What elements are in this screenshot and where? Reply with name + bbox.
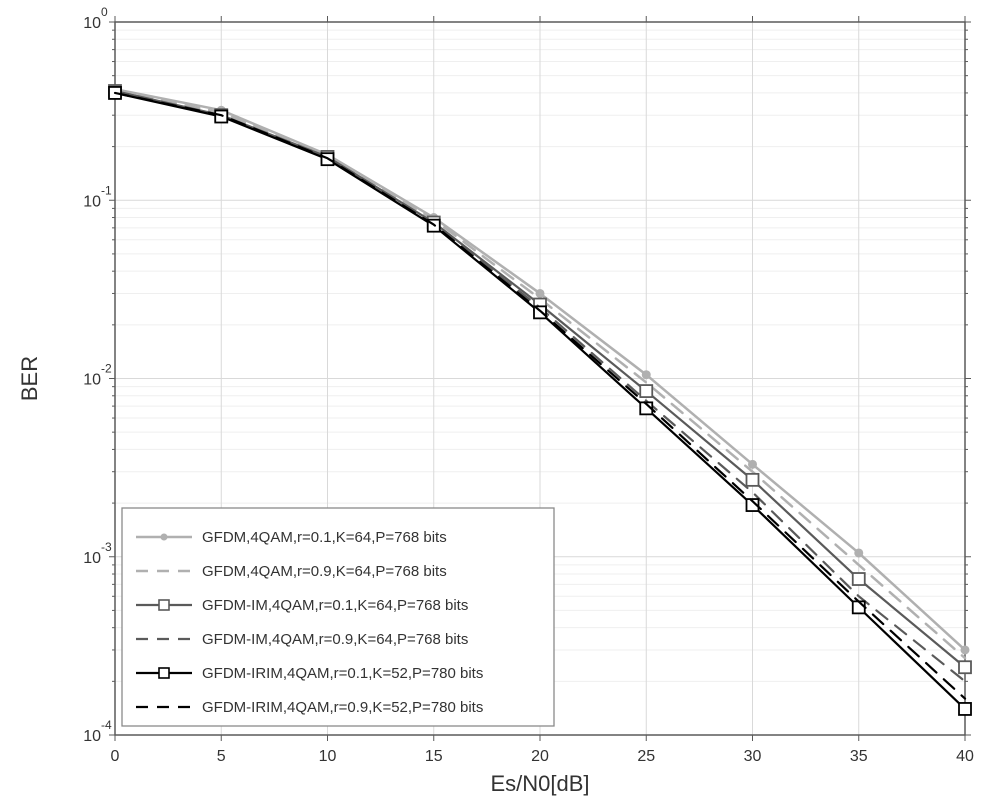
series-marker — [642, 371, 650, 379]
legend-label: GFDM-IRIM,4QAM,r=0.9,K=52,P=780 bits — [202, 699, 483, 716]
chart-svg: 10-410-310-210-11000510152025303540Es/N0… — [0, 0, 1000, 803]
y-tick-label: 10 — [83, 372, 101, 389]
x-tick-label: 20 — [531, 748, 549, 765]
y-tick-exp: 0 — [101, 5, 108, 19]
x-tick-label: 0 — [111, 748, 120, 765]
ber-chart: 10-410-310-210-11000510152025303540Es/N0… — [0, 0, 1000, 803]
y-tick-label: 10 — [83, 15, 101, 32]
series-marker — [961, 646, 969, 654]
x-tick-label: 25 — [637, 748, 655, 765]
x-tick-label: 10 — [319, 748, 337, 765]
legend-label: GFDM,4QAM,r=0.1,K=64,P=768 bits — [202, 529, 447, 546]
x-tick-label: 40 — [956, 748, 974, 765]
series-marker — [853, 601, 865, 613]
y-tick-label: 10 — [83, 550, 101, 567]
legend-label: GFDM,4QAM,r=0.9,K=64,P=768 bits — [202, 563, 447, 580]
series-marker — [959, 703, 971, 715]
x-tick-label: 15 — [425, 748, 443, 765]
x-axis-label: Es/N0[dB] — [490, 771, 589, 796]
x-tick-label: 30 — [744, 748, 762, 765]
legend-label: GFDM-IRIM,4QAM,r=0.1,K=52,P=780 bits — [202, 665, 483, 682]
y-tick-label: 10 — [83, 728, 101, 745]
series-marker — [749, 460, 757, 468]
series-marker — [853, 573, 865, 585]
y-tick-exp: -3 — [101, 540, 112, 554]
series-marker — [747, 474, 759, 486]
series-marker — [640, 385, 652, 397]
legend-swatch-marker — [159, 668, 169, 678]
series-marker — [959, 661, 971, 673]
y-tick-label: 10 — [83, 193, 101, 210]
series-marker — [215, 111, 227, 123]
x-tick-label: 35 — [850, 748, 868, 765]
series-marker — [536, 289, 544, 297]
y-axis-label: BER — [17, 356, 42, 401]
y-tick-exp: -4 — [101, 718, 112, 732]
legend-label: GFDM-IM,4QAM,r=0.9,K=64,P=768 bits — [202, 631, 468, 648]
legend-swatch-marker — [159, 600, 169, 610]
legend-swatch-marker — [161, 534, 168, 541]
series-marker — [855, 549, 863, 557]
y-tick-exp: -2 — [101, 362, 112, 376]
x-tick-label: 5 — [217, 748, 226, 765]
legend-label: GFDM-IM,4QAM,r=0.1,K=64,P=768 bits — [202, 597, 468, 614]
y-tick-exp: -1 — [101, 183, 112, 197]
